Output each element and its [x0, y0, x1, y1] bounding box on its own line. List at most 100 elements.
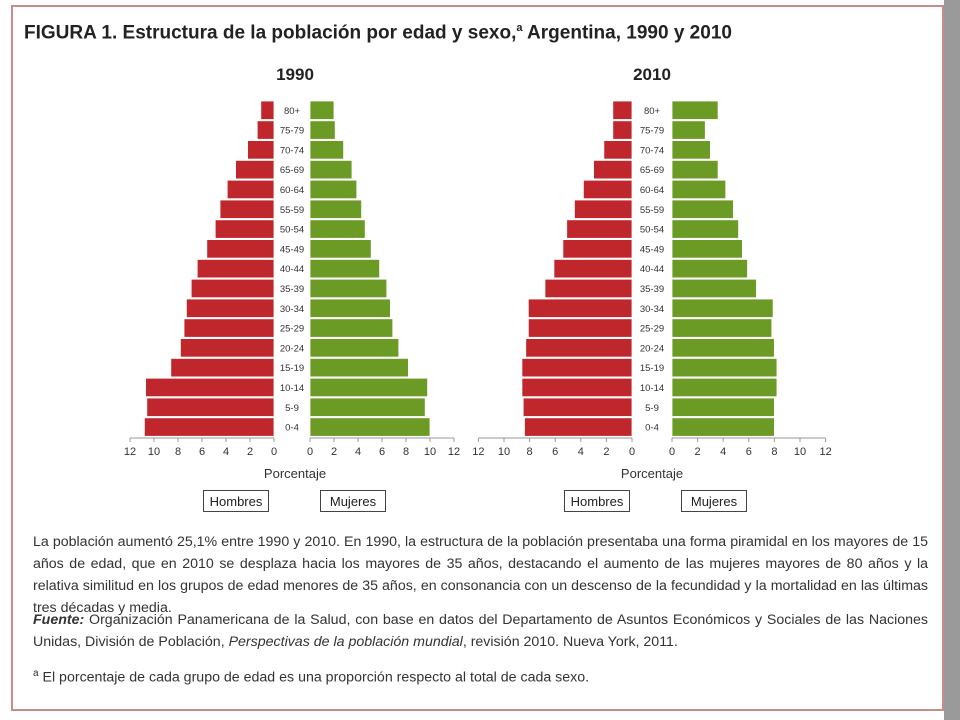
chart-title-1: 2010 — [633, 65, 671, 84]
footnote-marker: a — [33, 668, 39, 679]
age-label-1990-50-54: 50-54 — [280, 225, 304, 236]
population-pyramids: 1990 0-4 5-9 10-14 15-19 20-24 25-29 30-34 35-39… — [124, 65, 832, 481]
x-axis-label-2010: Porcentaje — [621, 466, 683, 481]
bar-hombres-2010-50-54 — [566, 219, 633, 239]
tick-label-right-1990-2: 2 — [331, 446, 337, 458]
bar-mujeres-2010-70-74 — [671, 140, 711, 160]
bar-mujeres-2010-15-19 — [671, 357, 778, 378]
tick-label-left-2010-8: 8 — [527, 446, 533, 458]
bar-mujeres-2010-45-49 — [671, 239, 743, 259]
tick-label-left-1990-10: 10 — [148, 446, 160, 458]
figure-title-suffix: Argentina, 1990 y 2010 — [522, 22, 732, 44]
bar-hombres-2010-25-29 — [527, 318, 633, 338]
bar-hombres-1990-20-24 — [179, 338, 275, 358]
scrollbar-strip — [944, 0, 960, 720]
tick-label-right-2010-2: 2 — [695, 446, 701, 458]
age-label-2010-20-24: 20-24 — [640, 343, 664, 354]
bar-mujeres-1990-50-54 — [309, 219, 366, 239]
tick-label-left-2010-10: 10 — [498, 446, 510, 458]
bar-mujeres-2010-40-44 — [671, 258, 748, 279]
age-label-1990-60-64: 60-64 — [280, 185, 304, 196]
legend-hombres-1990: Hombres — [203, 490, 269, 512]
bar-hombres-2010-45-49 — [562, 239, 633, 259]
bar-mujeres-2010-35-39 — [671, 278, 757, 299]
age-label-2010-80+: 80+ — [644, 106, 661, 117]
age-label-2010-45-49: 45-49 — [640, 244, 664, 255]
age-label-1990-35-39: 35-39 — [280, 284, 304, 295]
age-label-2010-5-9: 5-9 — [645, 403, 659, 414]
bar-hombres-1990-80+ — [260, 100, 275, 120]
source-label: Fuente: — [33, 612, 85, 628]
bar-hombres-1990-10-14 — [145, 377, 275, 398]
bar-hombres-1990-25-29 — [183, 318, 275, 338]
bar-hombres-2010-15-19 — [521, 357, 633, 378]
tick-label-left-2010-6: 6 — [552, 446, 558, 458]
bar-hombres-2010-10-14 — [521, 377, 633, 398]
bar-hombres-2010-40-44 — [553, 258, 633, 279]
footnote-text: El porcentaje de cada grupo de edad es u… — [38, 669, 590, 686]
bar-mujeres-2010-10-14 — [671, 377, 778, 398]
tick-label-left-1990-2: 2 — [247, 446, 253, 458]
tick-label-left-2010-12: 12 — [472, 446, 484, 458]
source-text-2: , revisión 2010. Nueva York, 2011. — [462, 634, 678, 650]
source-paragraph: Fuente: Organización Panamericana de la … — [33, 609, 928, 653]
bar-mujeres-1990-80+ — [309, 100, 335, 120]
bar-hombres-2010-70-74 — [603, 140, 633, 160]
age-label-1990-55-59: 55-59 — [280, 205, 304, 216]
bar-hombres-1990-60-64 — [226, 179, 275, 200]
age-label-1990-0-4: 0-4 — [285, 423, 299, 434]
age-label-2010-35-39: 35-39 — [640, 284, 664, 295]
footnote: a El porcentaje de cada grupo de edad es… — [33, 663, 928, 689]
bar-hombres-1990-45-49 — [206, 239, 275, 259]
tick-label-right-1990-12: 12 — [448, 446, 460, 458]
age-label-1990-40-44: 40-44 — [280, 264, 304, 275]
bar-mujeres-2010-60-64 — [671, 179, 727, 200]
figure-title-superscript: a — [516, 22, 523, 34]
bar-mujeres-1990-55-59 — [309, 199, 362, 219]
age-label-2010-25-29: 25-29 — [640, 324, 664, 335]
chart-title-0: 1990 — [276, 65, 314, 84]
bar-hombres-2010-65-69 — [593, 159, 633, 180]
age-label-2010-0-4: 0-4 — [645, 423, 659, 434]
x-axis-label-1990: Porcentaje — [264, 466, 326, 481]
age-label-2010-70-74: 70-74 — [640, 145, 664, 156]
age-label-1990-80+: 80+ — [284, 106, 301, 117]
age-label-1990-10-14: 10-14 — [280, 383, 304, 394]
bar-hombres-2010-5-9 — [522, 397, 633, 417]
figure-title: FIGURA 1. Estructura de la población por… — [24, 22, 732, 44]
age-label-2010-50-54: 50-54 — [640, 225, 664, 236]
bar-mujeres-2010-20-24 — [671, 338, 775, 358]
bar-hombres-1990-0-4 — [143, 417, 275, 437]
bar-mujeres-2010-25-29 — [671, 318, 773, 338]
bar-mujeres-1990-15-19 — [309, 357, 409, 378]
tick-label-right-2010-4: 4 — [720, 446, 726, 458]
bar-hombres-1990-75-79 — [256, 120, 275, 140]
tick-label-right-1990-8: 8 — [403, 446, 409, 458]
bar-mujeres-1990-40-44 — [309, 258, 380, 279]
bar-hombres-2010-60-64 — [582, 179, 633, 200]
bar-mujeres-1990-60-64 — [309, 179, 358, 200]
bar-mujeres-2010-65-69 — [671, 159, 719, 180]
tick-label-right-2010-0: 0 — [669, 446, 675, 458]
figure-title-main: FIGURA 1. Estructura de la población por… — [24, 22, 517, 44]
bar-hombres-1990-65-69 — [235, 159, 275, 180]
bar-hombres-2010-0-4 — [524, 417, 633, 437]
tick-label-right-1990-0: 0 — [307, 446, 313, 458]
description-paragraph: La población aumentó 25,1% entre 1990 y … — [33, 534, 928, 616]
bar-mujeres-1990-20-24 — [309, 338, 400, 358]
bar-hombres-1990-5-9 — [146, 397, 275, 417]
bar-mujeres-1990-0-4 — [309, 417, 431, 437]
legend-hombres-2010: Hombres — [564, 490, 630, 512]
tick-label-left-1990-8: 8 — [175, 446, 181, 458]
tick-label-right-1990-6: 6 — [379, 446, 385, 458]
bar-hombres-2010-35-39 — [544, 278, 633, 299]
bar-mujeres-2010-5-9 — [671, 397, 775, 417]
tick-label-right-2010-12: 12 — [819, 446, 831, 458]
figure-frame — [11, 5, 944, 711]
age-label-1990-25-29: 25-29 — [280, 324, 304, 335]
age-label-1990-65-69: 65-69 — [280, 165, 304, 176]
bar-mujeres-1990-10-14 — [309, 377, 428, 398]
bar-mujeres-2010-30-34 — [671, 298, 774, 318]
source-publication: Perspectivas de la población mundial — [228, 634, 463, 650]
age-label-2010-65-69: 65-69 — [640, 165, 664, 176]
